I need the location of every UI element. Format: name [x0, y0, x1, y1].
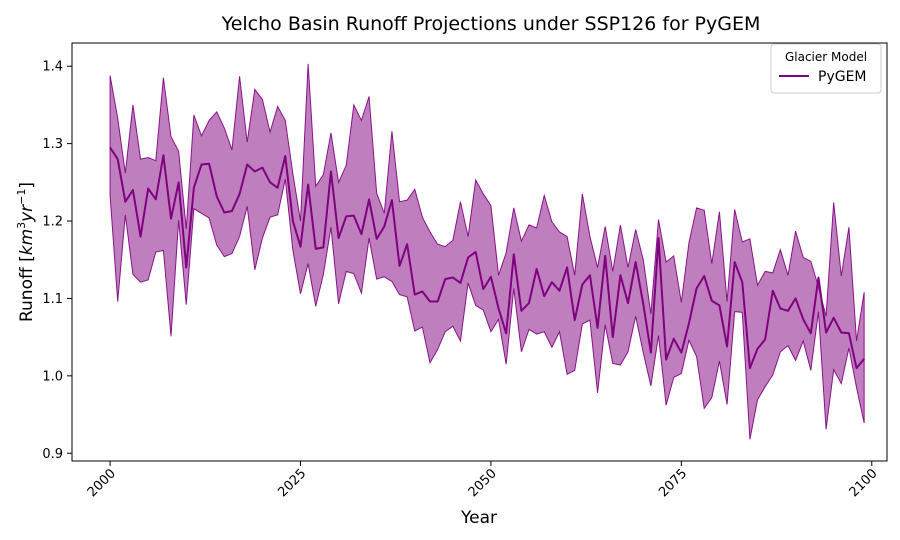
y-axis-title: Runoff [km3yr−1]: [15, 182, 37, 322]
x-tick-label: 2075: [656, 466, 690, 500]
uncertainty-band-pygem: [109, 63, 865, 440]
chart-title: Yelcho Basin Runoff Projections under SS…: [221, 13, 761, 35]
x-axis-ticks: 2000 2025 2050 2075 2100: [85, 461, 881, 500]
y-axis-title-yr: yr: [17, 204, 37, 223]
y-axis-title-exp3: 3: [15, 222, 28, 229]
x-tick-label: 2050: [466, 466, 500, 500]
y-axis-ticks: 0.9 1.0 1.1 1.2 1.3 1.4: [42, 60, 72, 462]
x-tick-label: 2100: [847, 466, 881, 500]
x-tick-label: 2025: [275, 466, 309, 500]
legend-box: [770, 43, 882, 94]
y-tick-label: 0.9: [42, 447, 63, 462]
legend: Glacier Model PyGEM: [770, 43, 882, 94]
y-tick-label: 1.4: [42, 60, 63, 75]
y-tick-label: 1.1: [42, 292, 63, 307]
legend-label-pygem: PyGEM: [818, 69, 867, 85]
y-tick-label: 1.0: [42, 369, 63, 384]
series-line-pygem: [109, 146, 865, 370]
y-axis-title-prefix: Runoff [: [17, 255, 37, 322]
y-tick-label: 1.3: [42, 137, 63, 152]
y-tick-label: 1.2: [42, 215, 63, 230]
y-axis-title-km: km: [17, 229, 37, 255]
y-axis-title-suffix: ]: [17, 182, 37, 189]
legend-title: Glacier Model: [785, 50, 867, 64]
x-tick-label: 2000: [85, 466, 119, 500]
plot-area-frame: [71, 42, 888, 462]
y-axis-title-exp-neg1: −1: [15, 189, 28, 205]
uncertainty-band-layer: [109, 63, 865, 440]
mean-line-layer: [109, 146, 865, 370]
x-axis-title: Year: [460, 508, 497, 528]
